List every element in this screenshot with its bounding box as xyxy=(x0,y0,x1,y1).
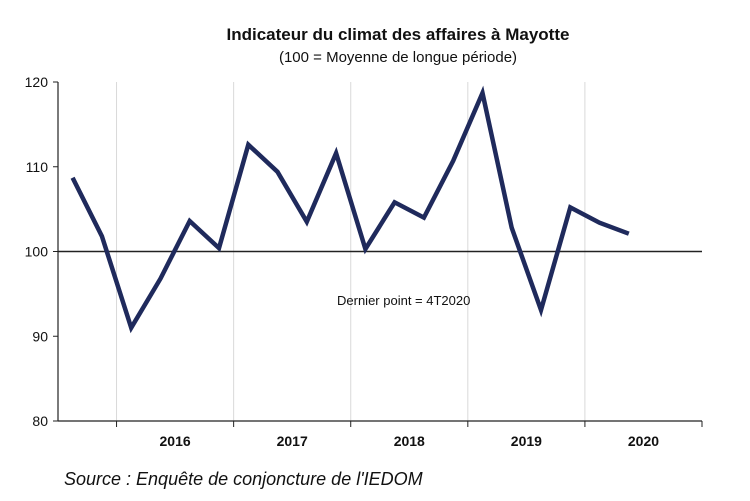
x-tick-label: 2016 xyxy=(160,433,191,449)
y-tick-label: 110 xyxy=(26,159,49,175)
series xyxy=(70,85,630,334)
x-tick-label: 2019 xyxy=(511,433,542,449)
y-tick-label: 120 xyxy=(25,74,49,90)
series-line xyxy=(70,85,630,334)
y-axis-ticks: 80 90 100 110 120 xyxy=(25,74,49,429)
source-note: Source : Enquête de conjoncture de l'IED… xyxy=(64,469,423,489)
x-tick-label: 2020 xyxy=(628,433,659,449)
last-point-annotation: Dernier point = 4T2020 xyxy=(337,293,470,308)
x-axis-ticks: 2016 2017 2018 2019 2020 xyxy=(160,433,660,449)
chart-subtitle: (100 = Moyenne de longue période) xyxy=(279,49,517,66)
x-tick-label: 2017 xyxy=(277,433,308,449)
axes xyxy=(53,81,703,427)
y-tick-label: 80 xyxy=(32,413,48,429)
y-tick-label: 100 xyxy=(25,244,49,260)
x-tick-label: 2018 xyxy=(394,433,425,449)
y-tick-label: 90 xyxy=(32,328,48,344)
chart-title: Indicateur du climat des affaires à Mayo… xyxy=(227,25,570,44)
